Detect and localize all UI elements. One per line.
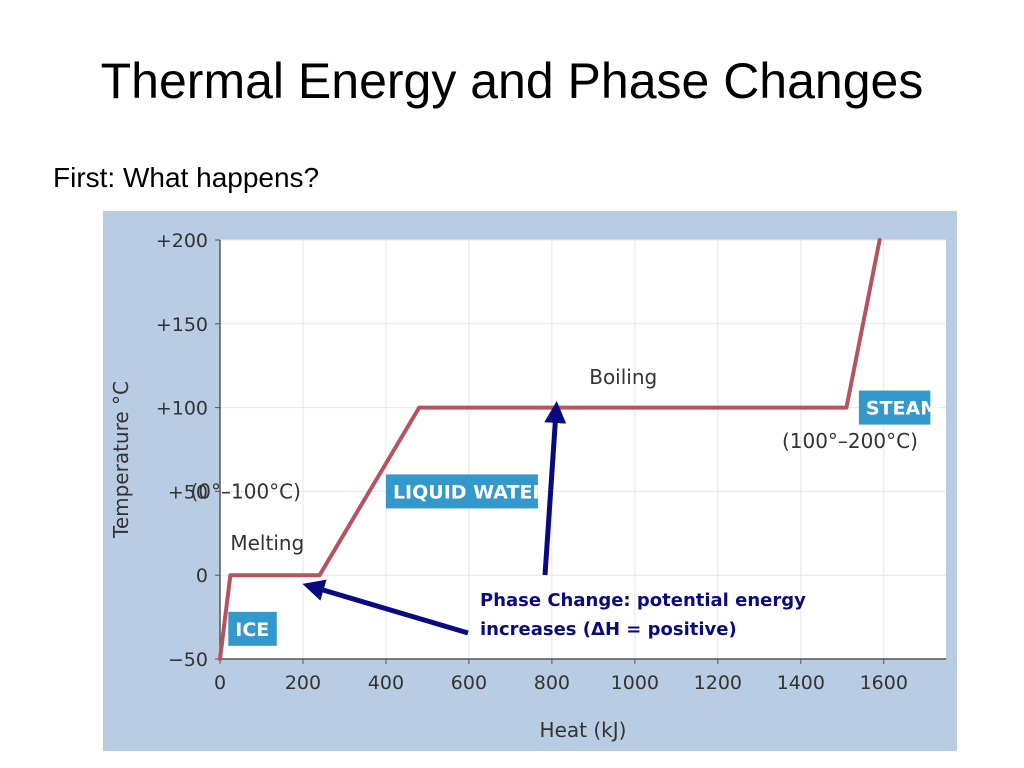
x-tick-label: 800 [534,672,570,694]
heating-curve-line [218,238,882,661]
x-tick-label: 200 [285,672,321,694]
x-tick-label: 1200 [694,672,742,694]
x-tick-label: 1600 [860,672,908,694]
arrow-melting [302,579,469,636]
y-tick-label: +150 [156,314,208,336]
y-tick-label: 0 [196,565,208,587]
x-tick-label: 1000 [611,672,659,694]
state-badge-text-2: STEAM [866,398,939,420]
phase-label-0: Melting [230,531,304,555]
state-badge-text-0: ICE [235,619,269,641]
state-badge-2 [858,390,931,425]
state-badge-text-1: LIQUID WATER [393,481,547,503]
phase-change-note-line-1: increases (ΔH = positive) [480,619,737,640]
plot-area [220,240,946,659]
x-tick-label: 1400 [777,672,825,694]
x-tick-label: 400 [368,672,404,694]
x-axis-label: Heat (kJ) [540,718,627,742]
phase-change-chart: 0 200 400 600 800 1000 1200 1400 1600 −50 0 +50 +100… [103,211,957,751]
slide-title: Thermal Energy and Phase Changes [100,53,924,109]
y-tick-label: +200 [156,230,208,252]
phase-label-1: Boiling [589,365,657,389]
x-tick-label: 0 [214,672,226,694]
chart-svg: 0 200 400 600 800 1000 1200 1400 1600 −50 0 +50 +100… [103,211,957,751]
slide-subtitle: First: What happens? [53,162,320,193]
y-tick-label: −50 [168,649,208,671]
state-badge-0 [228,611,277,646]
arrow-boiling [542,401,567,576]
x-tick-label: 600 [451,672,487,694]
y-axis-label: Temperature °C [109,381,133,539]
phase-change-note-line-0: Phase Change: potential energy [480,590,806,611]
y-tick-label: +50 [168,481,208,503]
state-badge-1 [385,474,538,509]
range-label-steam: (100°–200°C) [782,429,918,453]
range-label-liquid: (0°–100°C) [190,479,300,503]
y-tick-label: +100 [156,398,208,420]
